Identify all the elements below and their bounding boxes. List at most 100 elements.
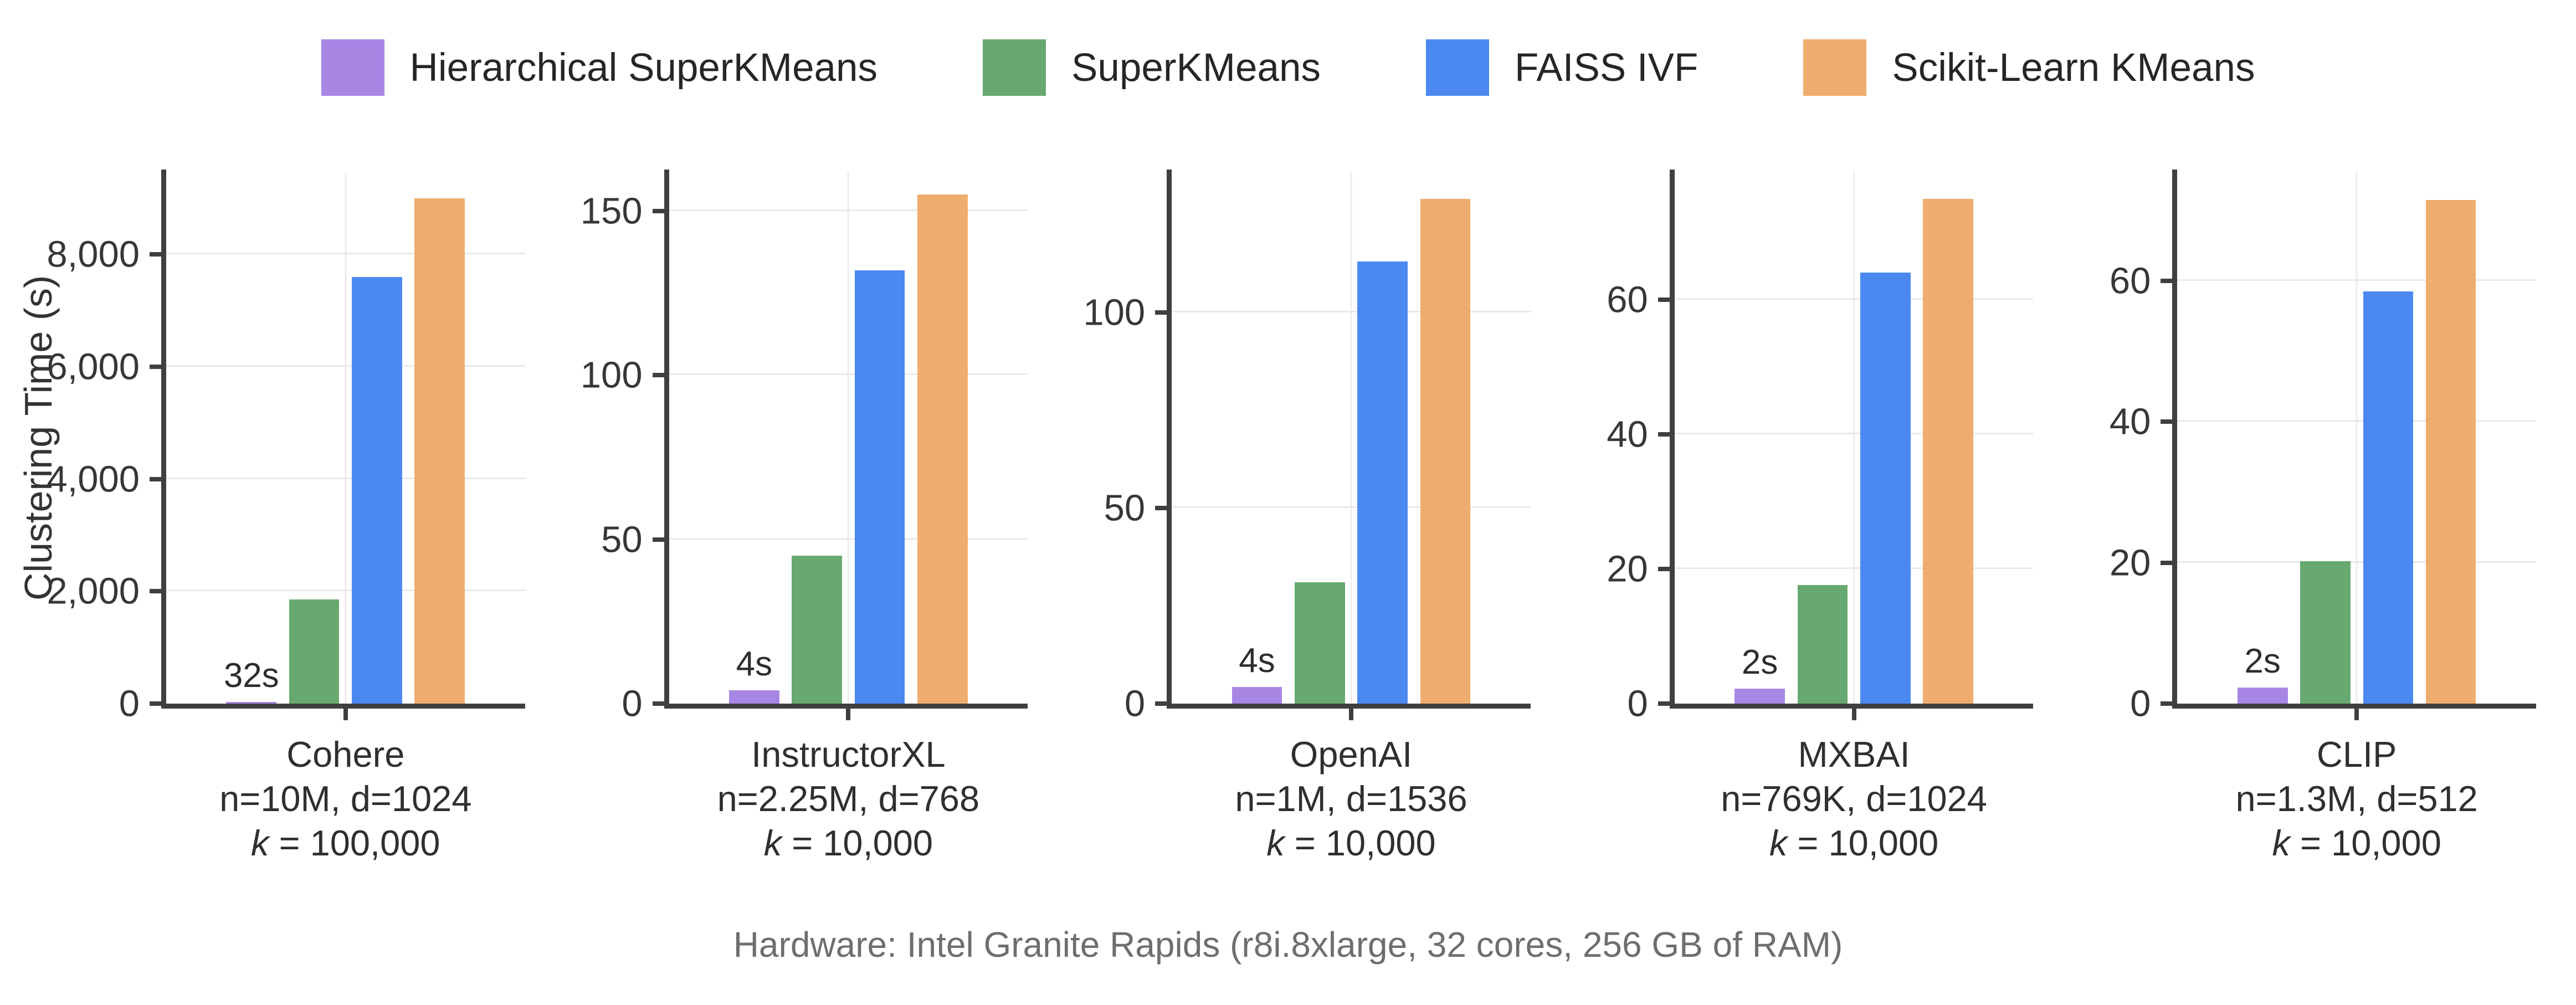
subplot-instructorxl: 0 50 100 150 4s InstructorXL n=2.25M, d=768 k =…: [565, 0, 1068, 1005]
x-axis-label-mxbai: MXBAI n=769K, d=1024 k = 10,000: [1549, 732, 2159, 865]
gridline-20: [2177, 561, 2536, 563]
charts-row: 0 2,000 4,000 6,000 8,000 32s Cohere n=10M, d=1…: [47, 0, 2576, 1005]
y-tick-mark-60: [1658, 297, 1670, 302]
plot-area-openai: 0 50 100 4s OpenAI n=1M, d=1536 k = 10,000: [1083, 170, 1531, 863]
dataset-name: Cohere: [286, 734, 405, 775]
y-tick-mark-100: [652, 373, 664, 378]
bar-value-annotation: 4s: [1239, 641, 1275, 680]
y-axis-spine: [1167, 170, 1172, 709]
bar-faiss-ivf: [1860, 273, 1911, 704]
x-tick-mark: [1851, 709, 1856, 720]
bar-faiss-ivf: [854, 270, 905, 704]
gridline-40: [1674, 432, 2034, 434]
dataset-name: MXBAI: [1798, 734, 1910, 775]
gridline-100: [669, 373, 1028, 376]
y-tick-label-0: 0: [2130, 683, 2151, 725]
legend-item-scikit-learn-kmeans: Scikit-Learn KMeans: [1803, 39, 2255, 96]
gridline-6000: [166, 365, 525, 367]
bar-superkmeans: [1797, 585, 1848, 704]
dataset-name: OpenAI: [1290, 734, 1413, 775]
dataset-k: k = 100,000: [41, 821, 650, 865]
k-symbol: k: [763, 822, 782, 863]
dataset-dims: n=1.3M, d=512: [2235, 778, 2478, 819]
dataset-dims: n=1M, d=1536: [1235, 778, 1467, 819]
gridline-vertical: [847, 172, 849, 704]
y-tick-label-6000: 6,000: [47, 346, 140, 388]
y-tick-label-60: 60: [2109, 260, 2151, 302]
legend-item-superkmeans: SuperKMeans: [983, 39, 1321, 96]
hardware-caption: Hardware: Intel Granite Rapids (r8i.8xla…: [733, 925, 1843, 965]
bar-scikit-learn-kmeans: [917, 194, 968, 704]
k-value: = 10,000: [782, 822, 933, 863]
gridline-60: [1674, 298, 2034, 300]
y-tick-mark-100: [1155, 310, 1167, 315]
gridline-50: [669, 537, 1028, 540]
subplot-clip: 0 20 40 60 2s CLIP n=1.3M, d=512 k = 10,000: [2073, 0, 2576, 1005]
plot-area-instructorxl: 0 50 100 150 4s InstructorXL n=2.25M, d=768 k =…: [581, 170, 1028, 863]
bar-scikit-learn-kmeans: [1923, 198, 1973, 704]
y-tick-mark-0: [652, 701, 664, 706]
x-axis-spine: [1167, 704, 1531, 709]
x-tick-mark: [1348, 709, 1353, 720]
y-tick-mark-40: [2161, 419, 2173, 424]
legend: Hierarchical SuperKMeans SuperKMeans FAISS…: [0, 29, 2576, 106]
y-axis-spine: [664, 170, 669, 709]
bar-scikit-learn-kmeans: [414, 198, 465, 704]
x-tick-mark: [343, 709, 348, 720]
y-axis-spine: [2172, 170, 2178, 709]
y-tick-label-0: 0: [1627, 683, 1648, 725]
k-value: = 10,000: [1787, 822, 1939, 863]
gridline-vertical: [2356, 172, 2358, 704]
y-tick-label-2000: 2,000: [47, 570, 140, 612]
y-tick-mark-20: [2161, 560, 2173, 565]
y-tick-label-60: 60: [1607, 279, 1648, 321]
gridline-50: [1172, 506, 1531, 509]
y-tick-mark-0: [2161, 701, 2173, 706]
y-tick-mark-60: [2161, 279, 2173, 284]
legend-swatch-scikit-learn-kmeans: [1803, 39, 1867, 96]
bar-hierarchical-superkmeans: [226, 701, 277, 704]
gridline-vertical: [345, 172, 347, 704]
gridline-4000: [166, 477, 525, 479]
gridline-20: [1674, 567, 2034, 569]
bar-value-annotation: 2s: [2244, 642, 2281, 680]
y-tick-mark-40: [1658, 432, 1670, 437]
x-axis-spine: [2172, 704, 2536, 709]
subplot-cohere: 0 2,000 4,000 6,000 8,000 32s Cohere n=10M, d=1…: [47, 0, 565, 1005]
x-axis-label-openai: OpenAI n=1M, d=1536 k = 10,000: [1046, 732, 1656, 865]
x-axis-spine: [161, 704, 525, 709]
y-tick-mark-2000: [150, 589, 161, 594]
dataset-k: k = 10,000: [2052, 821, 2576, 865]
gridline-100: [1172, 311, 1531, 313]
gridline-vertical: [1853, 172, 1855, 704]
dataset-dims: n=2.25M, d=768: [717, 778, 980, 819]
gridline-150: [669, 209, 1028, 212]
y-tick-label-40: 40: [2109, 401, 2151, 443]
y-tick-mark-4000: [150, 476, 161, 481]
y-axis-spine: [161, 170, 166, 709]
y-tick-label-100: 100: [1083, 291, 1146, 334]
k-symbol: k: [2272, 822, 2290, 863]
y-tick-label-100: 100: [580, 354, 643, 396]
y-tick-label-0: 0: [1124, 683, 1146, 725]
legend-label: Hierarchical SuperKMeans: [409, 45, 878, 90]
bar-value-annotation: 32s: [223, 656, 279, 695]
dataset-k: k = 10,000: [1549, 821, 2159, 865]
k-symbol: k: [251, 822, 269, 863]
y-tick-label-40: 40: [1607, 413, 1648, 455]
legend-item-faiss-ivf: FAISS IVF: [1425, 39, 1698, 96]
y-tick-label-50: 50: [601, 519, 643, 561]
y-tick-label-20: 20: [2109, 542, 2151, 584]
x-tick-mark: [2354, 709, 2359, 720]
bar-value-annotation: 2s: [1741, 643, 1778, 682]
y-tick-label-20: 20: [1607, 548, 1648, 590]
y-tick-label-4000: 4,000: [47, 458, 140, 500]
k-symbol: k: [1266, 822, 1285, 863]
legend-item-hierarchical-superkmeans: Hierarchical SuperKMeans: [321, 39, 878, 96]
dataset-dims: n=769K, d=1024: [1721, 778, 1987, 819]
subplot-mxbai: 0 20 40 60 2s MXBAI n=769K, d=1024 k = 10,000: [1571, 0, 2074, 1005]
dataset-name: InstructorXL: [751, 734, 946, 775]
legend-swatch-hierarchical-superkmeans: [321, 39, 384, 96]
y-tick-label-50: 50: [1104, 487, 1146, 529]
